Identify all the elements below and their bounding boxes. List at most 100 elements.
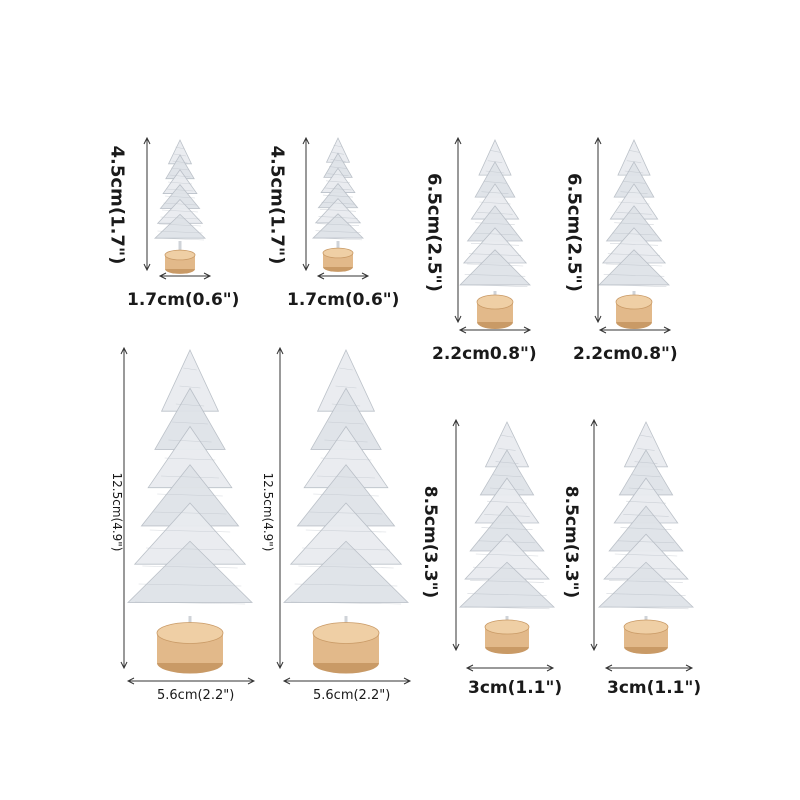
tree-8-texture <box>628 487 664 491</box>
tree-4-texture <box>607 253 661 256</box>
tree-8-texture <box>637 448 655 451</box>
tree-7-texture <box>478 540 536 544</box>
tree-3-texture <box>477 212 513 215</box>
height-label-4: 6.5cm(2.5") <box>563 172 585 293</box>
tree-2-texture <box>316 223 360 226</box>
tree-5-texture <box>160 475 220 479</box>
tree-1-texture <box>167 181 193 185</box>
height-label-1: 4.5cm(1.7") <box>106 145 128 265</box>
dim-height-6-arrow-bottom <box>276 661 284 670</box>
tree-3-texture <box>470 243 520 246</box>
dim-width-1-arrow-left <box>158 272 167 280</box>
tree-7-texture <box>484 514 530 517</box>
tree-3-texture <box>468 253 522 256</box>
tree-2-texture <box>327 173 349 176</box>
tree-3-texture <box>473 232 517 236</box>
tree-4-texture <box>626 160 642 163</box>
tree-5-texture <box>175 403 205 407</box>
dim-width-4-arrow-left <box>598 326 607 334</box>
tree-8-texture <box>606 593 686 596</box>
tree-5-texture <box>157 493 223 497</box>
tree-3-texture <box>462 284 528 287</box>
dim-width-8-arrow-left <box>604 664 613 672</box>
tree-2-texture <box>328 166 348 169</box>
tree-5-texture <box>168 439 212 443</box>
dim-height-8-arrow-top <box>590 418 598 427</box>
tree-2-texture <box>330 159 346 162</box>
tree-1-texture <box>155 237 205 241</box>
tree-5-texture <box>164 457 216 461</box>
dim-width-6-arrow-right <box>403 677 412 685</box>
dim-height-4-arrow-top <box>594 136 602 145</box>
tree-3-texture <box>466 263 524 267</box>
dim-height-5-arrow-top <box>120 346 128 355</box>
tree-6-texture <box>339 367 353 371</box>
tree-2-texture <box>318 216 358 219</box>
width-label-7: 3cm(1.1") <box>468 678 563 698</box>
tree-1-texture <box>158 223 202 227</box>
tree-8-texture <box>634 461 658 464</box>
tree-6-texture <box>335 385 357 389</box>
tree-5-texture <box>142 565 238 569</box>
tree-2-texture <box>315 230 361 234</box>
tree-1-texture <box>164 195 196 199</box>
width-label-6: 5.6cm(2.2") <box>313 688 391 703</box>
tree-8-texture <box>611 566 681 570</box>
tree-8-texture <box>603 606 689 610</box>
tree-2-texture <box>313 237 363 241</box>
tree-2-texture <box>322 194 354 198</box>
dim-height-5-arrow-bottom <box>120 661 128 670</box>
dim-width-5-arrow-left <box>126 677 135 685</box>
dim-height-3-arrow-bottom <box>454 315 462 324</box>
tree-1-base-top <box>164 249 196 261</box>
tree-5-base-top <box>156 622 224 644</box>
tree-4-texture <box>612 232 656 236</box>
tree-6-texture <box>320 457 372 461</box>
dim-width-3-arrow-right <box>523 326 532 334</box>
tree-3-texture <box>479 201 511 205</box>
tree-2-foliage <box>312 213 364 239</box>
tree-6-texture <box>313 493 379 497</box>
dim-width-5-arrow-right <box>247 677 256 685</box>
dim-height-6-arrow-top <box>276 346 284 355</box>
tree-7-texture <box>487 500 527 504</box>
tree-5-texture <box>138 583 242 587</box>
tree-6-texture <box>309 511 383 515</box>
tree-8-texture <box>614 553 678 557</box>
tree-4-texture <box>616 212 652 215</box>
tree-7-texture <box>481 527 533 530</box>
tree-8-texture <box>609 580 683 583</box>
tree-3-texture <box>485 170 505 174</box>
tree-4-base-top <box>615 294 653 310</box>
tree-7-texture <box>501 434 513 438</box>
dim-height-2-arrow-top <box>302 136 310 145</box>
tree-4-texture <box>624 170 644 174</box>
tree-7-texture <box>475 553 539 557</box>
tree-6-texture <box>298 565 394 569</box>
height-label-5: 12.5cm(4.9") <box>110 472 124 552</box>
tree-2-texture <box>324 187 352 191</box>
dim-width-7-arrow-right <box>546 664 555 672</box>
tree-7-foliage <box>459 561 555 608</box>
tree-1-texture <box>175 146 185 150</box>
dim-width-2-arrow-left <box>316 272 325 280</box>
width-label-2: 1.7cm(0.6") <box>287 290 400 310</box>
height-label-2: 4.5cm(1.7") <box>266 145 288 265</box>
tree-8-foliage <box>598 561 694 608</box>
tree-4-texture <box>603 274 665 277</box>
tree-1-texture <box>170 167 190 171</box>
height-label-7: 8.5cm(3.3") <box>420 485 440 599</box>
tree-2-texture <box>331 151 345 155</box>
width-label-8: 3cm(1.1") <box>607 678 702 698</box>
tree-5-texture <box>153 511 227 515</box>
dim-height-1-arrow-bottom <box>143 263 151 272</box>
tree-7-texture <box>470 580 544 583</box>
tree-4-texture <box>609 243 659 246</box>
tree-1-texture <box>160 216 200 220</box>
dim-width-7-arrow-left <box>465 664 474 672</box>
tree-2-trunk <box>336 241 340 253</box>
dim-height-8-arrow-bottom <box>590 643 598 652</box>
tree-1-texture <box>163 202 197 206</box>
tree-2-base-top <box>322 247 354 259</box>
tree-1-foliage <box>153 213 207 239</box>
